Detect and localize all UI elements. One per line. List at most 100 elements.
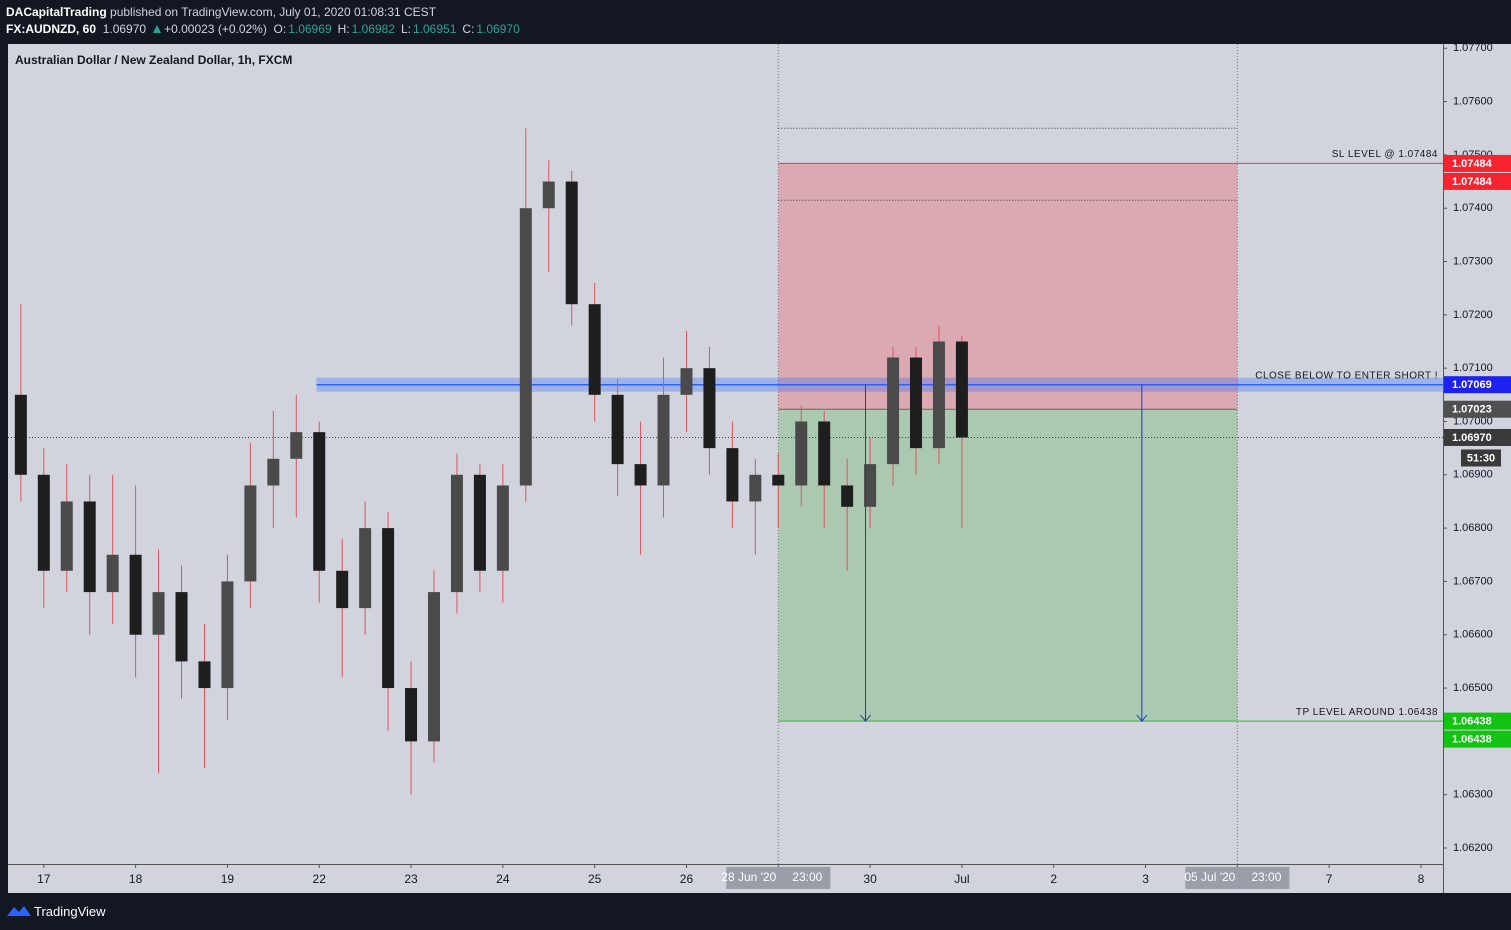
- x-tick-label: 8: [1418, 872, 1425, 886]
- ohlc-label: H:: [337, 22, 350, 36]
- x-tick-label: 24: [496, 872, 510, 886]
- arrow-head: [1136, 714, 1148, 722]
- candle-body: [382, 528, 395, 689]
- price-label: 1.07484: [1452, 176, 1493, 188]
- y-tick-label: 1.06900: [1453, 469, 1493, 481]
- footer: TradingView: [0, 893, 1511, 930]
- time-label-time: 23:00: [1251, 870, 1281, 884]
- ohlc-value: 1.06970: [476, 22, 520, 36]
- time-label-box: [1185, 867, 1290, 889]
- price-label: 1.07069: [1452, 379, 1492, 391]
- candle-body: [106, 554, 119, 593]
- change: +0.00023 (+0.02%): [164, 22, 267, 36]
- time-label-time: 23:00: [792, 870, 822, 884]
- annotation: TP LEVEL AROUND 1.06438: [1296, 707, 1438, 718]
- x-tick-label: 2: [1050, 872, 1057, 886]
- x-tick-label: 18: [129, 872, 143, 886]
- candle-body: [565, 181, 578, 305]
- candle-body: [496, 485, 509, 571]
- candle-body: [244, 485, 257, 582]
- countdown-box: [1461, 449, 1501, 467]
- candle-body: [60, 501, 73, 571]
- candle-body: [680, 368, 693, 395]
- ohlc-value: 1.06969: [288, 22, 332, 36]
- candle-body: [703, 368, 716, 449]
- y-tick-label: 1.06800: [1453, 522, 1493, 534]
- candle-body: [473, 474, 486, 571]
- y-tick-label: 1.07000: [1453, 415, 1493, 427]
- y-tick-label: 1.06200: [1453, 842, 1493, 854]
- target-zone: [778, 409, 1238, 722]
- up-icon: [152, 25, 161, 33]
- candle-body: [657, 394, 670, 486]
- candle-body: [955, 341, 968, 438]
- candle-body: [818, 421, 831, 486]
- candle-body: [864, 464, 877, 507]
- price-label: 1.06438: [1452, 734, 1492, 746]
- price: 1.06970: [102, 22, 147, 36]
- symbol: FX:AUDNZD, 60: [6, 22, 97, 36]
- countdown: 51:30: [1467, 452, 1495, 464]
- price-label-box: [1444, 172, 1511, 190]
- annotation: SL LEVEL @ 1.07484: [1332, 149, 1438, 160]
- x-tick-label: 17: [37, 872, 51, 886]
- candle-body: [198, 661, 211, 689]
- stop-zone: [778, 163, 1238, 410]
- candle-body: [772, 474, 785, 486]
- price-label: 1.07023: [1452, 404, 1492, 416]
- x-tick-label: 25: [588, 872, 602, 886]
- price-label-box: [1444, 154, 1511, 172]
- x-tick-label: 22: [313, 872, 327, 886]
- candle-body: [726, 448, 739, 502]
- candle-body: [37, 474, 50, 571]
- price-label: 1.06438: [1452, 716, 1492, 728]
- x-tick-label: Jul: [954, 872, 969, 886]
- price-label-box: [1444, 730, 1511, 748]
- header-line: FX:AUDNZD, 60 1.06970 +0.00023 (+0.02%) …: [6, 22, 526, 36]
- y-tick-label: 1.07700: [1453, 42, 1493, 54]
- overlay-layer: SL LEVEL @ 1.07484 CLOSE BELOW TO ENTER S…: [860, 149, 1438, 722]
- x-tick-label: 23: [404, 872, 418, 886]
- price-label: 1.07484: [1452, 158, 1493, 170]
- ohlc-value: 1.06951: [412, 22, 457, 36]
- publisher: DACapitalTrading: [6, 5, 107, 19]
- candle-body: [221, 581, 234, 689]
- candle-body: [336, 570, 349, 609]
- candle-body: [129, 554, 142, 635]
- y-tick-label: 1.07400: [1453, 202, 1493, 214]
- x-tick-label: 19: [221, 872, 235, 886]
- candle-body: [749, 474, 762, 502]
- position-layer: [8, 44, 1444, 864]
- time-label-box: [726, 867, 831, 889]
- y-tick-label: 1.07300: [1453, 255, 1493, 267]
- ohlc-value: 1.06982: [351, 22, 395, 36]
- candle-body: [83, 501, 96, 593]
- arrow-head: [860, 714, 871, 722]
- brand: TradingView: [34, 904, 106, 919]
- candle-body: [611, 394, 624, 465]
- published: published on TradingView.com, July 01, 2…: [110, 5, 437, 19]
- y-tick-label: 1.07200: [1453, 309, 1493, 321]
- candle-body: [290, 432, 303, 459]
- x-tick-label: 3: [1142, 872, 1149, 886]
- logo: [7, 906, 31, 916]
- price-label-box: [1444, 428, 1511, 446]
- candle-body: [634, 464, 647, 486]
- candle-body: [887, 357, 900, 465]
- candle-body: [428, 592, 441, 742]
- header: DACapitalTrading published on TradingVie…: [0, 0, 1511, 44]
- time-label-date: 05 Jul '20: [1184, 870, 1235, 884]
- candle-body: [519, 208, 532, 486]
- candles-layer: [14, 128, 968, 795]
- candle-body: [795, 421, 808, 486]
- price-label-box: [1444, 712, 1511, 730]
- candle-body: [588, 304, 601, 395]
- candle-body: [932, 341, 945, 449]
- ohlc-label: C:: [462, 22, 475, 36]
- y-tick-label: 1.06300: [1453, 789, 1493, 801]
- candle-body: [152, 592, 165, 635]
- candle-body: [313, 432, 326, 571]
- header-line: DACapitalTrading published on TradingVie…: [6, 5, 436, 19]
- candle-body: [542, 181, 555, 209]
